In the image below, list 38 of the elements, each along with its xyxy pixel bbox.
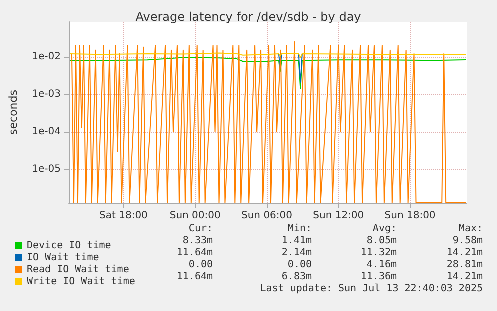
text: Cur:	[188, 224, 214, 234]
text: 11.36m	[360, 272, 397, 282]
text: 11.64m	[176, 272, 213, 282]
x-tick-label: Sun 06:00	[241, 210, 293, 222]
text: 4.16m	[366, 260, 398, 270]
text: Last update: Sun Jul 13 22:40:03 2025	[260, 284, 484, 294]
text: 11.32m	[360, 248, 397, 258]
chart-title: Average latency for /dev/sdb - by day	[136, 10, 362, 24]
text: 8.05m	[366, 236, 398, 246]
text: 0.00	[288, 260, 312, 270]
line-series	[69, 57, 467, 90]
line-series	[71, 41, 467, 204]
text: 8.33m	[182, 236, 214, 246]
legend-label: Device IO time	[27, 240, 112, 252]
text: 9.58m	[452, 236, 484, 246]
y-axis-title: seconds	[7, 90, 20, 135]
legend-label: IO Wait time	[27, 252, 100, 264]
text: Min:	[288, 224, 312, 234]
legend-label: Read IO Wait time	[27, 264, 130, 276]
text: 0.00	[188, 260, 214, 270]
x-tick-label: Sun 18:00	[384, 210, 436, 222]
text: 11.64m	[176, 248, 213, 258]
x-tick-label: Sun 00:00	[170, 210, 221, 222]
legend-label: Write IO Wait time	[27, 276, 136, 288]
x-tick-label: Sat 18:00	[100, 210, 148, 222]
y-tick-label: 1e-02	[32, 51, 61, 62]
y-tick-label: 1e-04	[32, 126, 61, 138]
y-tick-label: 1e-03	[32, 89, 61, 100]
text: 28.81m	[446, 260, 483, 270]
x-tick-label: Sun 12:00	[313, 210, 364, 222]
text: 1.41m	[282, 236, 312, 246]
text: Avg:	[372, 224, 398, 234]
text: Max:	[458, 224, 484, 234]
y-tick-label: 1e-05	[32, 164, 61, 176]
text: 2.14m	[282, 248, 312, 258]
text: 6.83m	[282, 272, 312, 282]
text: 14.21m	[446, 272, 483, 282]
text: 14.21m	[446, 248, 483, 258]
